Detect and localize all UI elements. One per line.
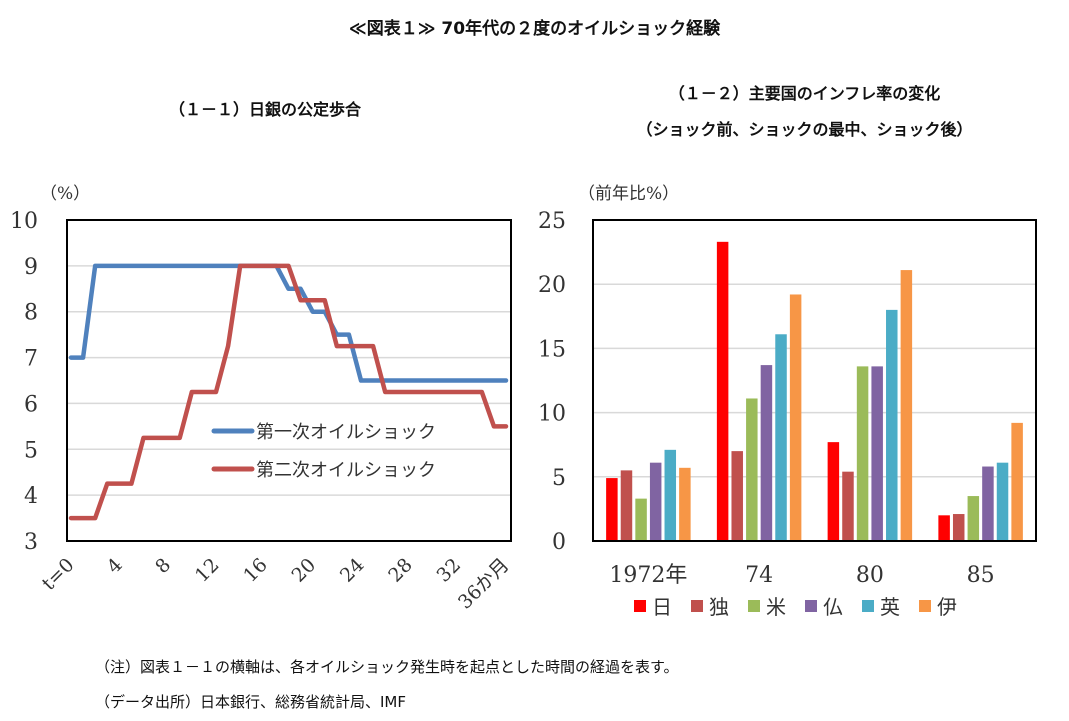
- legend-label: 米: [766, 595, 786, 619]
- bar-伊: [789, 294, 802, 541]
- y-tick-label: 10: [538, 402, 566, 427]
- legend-swatch: [919, 600, 931, 612]
- legend-swatch: [691, 600, 703, 612]
- figure-title: ≪図表１≫ 70年代の２度のオイルショック経験: [348, 19, 721, 39]
- bar-米: [967, 496, 980, 541]
- legend-swatch: [862, 600, 874, 612]
- series-line-1: [68, 263, 509, 383]
- y-tick-label: 4: [24, 484, 38, 509]
- bar-仏: [871, 366, 883, 541]
- bar-日: [827, 442, 840, 541]
- legend-label: 日: [652, 595, 672, 619]
- x-tick-label: 36か月: [454, 554, 514, 614]
- x-tick-label: 85: [967, 563, 995, 588]
- x-tick-label: 1972年: [609, 563, 687, 588]
- series-line-2: [68, 263, 509, 521]
- x-tick-label: 8: [151, 554, 175, 578]
- y-axis-label: （前年比%）: [578, 184, 679, 204]
- bar-日: [716, 241, 729, 541]
- y-tick-label: 15: [538, 337, 566, 362]
- legend-swatch: [634, 600, 646, 612]
- bar-独: [620, 470, 633, 541]
- bar-伊: [1011, 422, 1023, 541]
- plot-area: [592, 219, 1037, 542]
- bar-英: [996, 462, 1009, 541]
- x-tick-label: 80: [856, 563, 884, 588]
- x-tick-label: t=0: [38, 554, 79, 595]
- bar-英: [775, 334, 787, 541]
- y-tick-label: 6: [24, 392, 38, 417]
- bar-日: [606, 478, 618, 541]
- y-axis-label: （%）: [40, 184, 90, 204]
- chart2-subtitle: （ショック前、ショックの最中、ショック後）: [636, 120, 973, 139]
- x-tick-label: 74: [745, 563, 773, 588]
- bar-独: [842, 471, 854, 541]
- bar-伊: [679, 467, 691, 541]
- y-tick-label: 25: [538, 209, 566, 234]
- y-tick-label: 0: [552, 530, 566, 555]
- bar-英: [886, 309, 898, 541]
- y-tick-label: 10: [10, 209, 38, 234]
- legend-swatch: [805, 600, 817, 612]
- bar-英: [664, 449, 677, 541]
- x-tick-label: 12: [191, 554, 224, 587]
- legend-label: 仏: [823, 595, 843, 619]
- bar-仏: [649, 462, 662, 541]
- chart2-title: （１－２）主要国のインフレ率の変化: [668, 84, 941, 103]
- note-source: （データ出所）日本銀行、総務省統計局、IMF: [95, 693, 406, 711]
- plot-area: [66, 219, 512, 542]
- x-tick-label: 4: [103, 554, 127, 578]
- y-tick-label: 5: [24, 438, 38, 463]
- x-tick-label: 24: [336, 554, 369, 587]
- x-tick-label: 32: [433, 554, 466, 587]
- bar-仏: [760, 365, 773, 541]
- bar-独: [952, 514, 965, 541]
- legend-swatch: [748, 600, 760, 612]
- note-axis: （注）図表１－１の横軸は、各オイルショック発生時を起点とした時間の経過を表す。: [95, 658, 679, 676]
- bar-日: [938, 515, 950, 541]
- y-tick-label: 7: [24, 347, 38, 372]
- legend-label: 伊: [937, 595, 957, 619]
- bar-米: [746, 398, 758, 541]
- bar-米: [635, 498, 647, 541]
- y-tick-label: 5: [552, 466, 566, 491]
- legend-label: 英: [880, 595, 900, 619]
- y-tick-label: 9: [24, 255, 38, 280]
- x-tick-label: 16: [239, 554, 272, 587]
- legend-label: 独: [709, 595, 729, 619]
- legend-label: 第二次オイルショック: [256, 460, 436, 481]
- chart1-title: （１－１）日銀の公定歩合: [168, 100, 361, 119]
- legend-label: 第一次オイルショック: [256, 422, 436, 443]
- x-tick-label: 28: [384, 554, 417, 587]
- x-tick-label: 20: [288, 554, 321, 587]
- y-tick-label: 20: [538, 273, 566, 298]
- bar-仏: [982, 466, 994, 541]
- bar-米: [856, 366, 869, 541]
- bar-伊: [900, 270, 913, 541]
- bar-独: [731, 451, 743, 541]
- y-tick-label: 3: [24, 530, 38, 555]
- y-tick-label: 8: [24, 301, 38, 326]
